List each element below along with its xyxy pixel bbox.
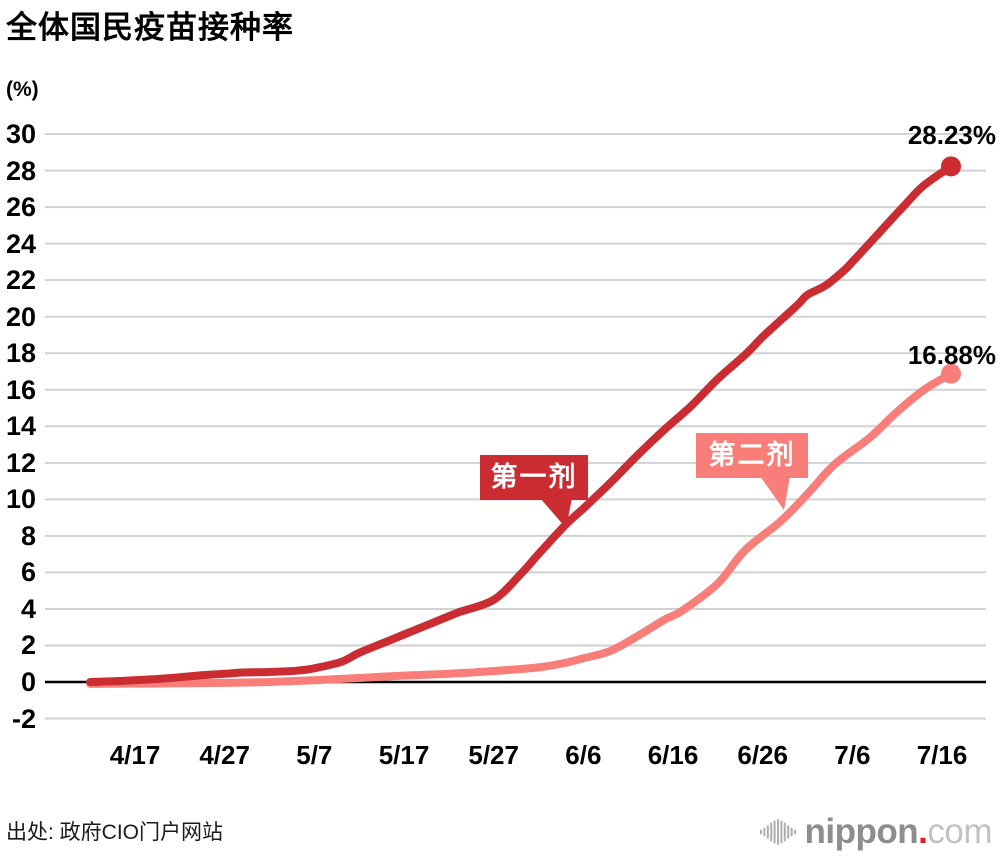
x-tick-label: 5/7 (296, 740, 333, 770)
y-tick-label: 24 (5, 228, 36, 259)
end-value-label-first-dose: 28.23% (907, 120, 996, 150)
source-credit: 出处: 政府CIO门户网站 (6, 821, 224, 844)
x-tick-label: 5/27 (468, 740, 519, 770)
y-tick-label: 14 (5, 411, 36, 442)
y-axis-unit-label: (%) (6, 78, 39, 101)
x-tick-label: 6/6 (565, 740, 602, 770)
y-tick-label: 20 (5, 301, 36, 332)
y-tick-label: 2 (20, 630, 36, 661)
logo-tld-text: com (927, 812, 992, 851)
x-tick-label: 4/27 (199, 740, 250, 770)
y-tick-label: 18 (5, 338, 36, 369)
x-tick-label: 6/16 (647, 740, 699, 770)
series-end-dot-first-dose (940, 156, 961, 177)
soundwave-icon (759, 819, 796, 845)
series-label-bubble-first-dose: 第一剂 (480, 455, 588, 500)
x-tick-label: 7/16 (916, 740, 968, 770)
y-tick-label: 30 (5, 119, 36, 150)
bubble-tail-first-dose (540, 498, 572, 528)
y-tick-label: -2 (11, 703, 36, 734)
series-label-bubble-second-dose: 第二剂 (696, 433, 808, 478)
y-tick-label: 8 (20, 520, 36, 551)
y-tick-label: 6 (20, 557, 36, 588)
y-tick-label: 0 (20, 667, 36, 697)
y-tick-label: 12 (5, 447, 36, 478)
nippon-logo: nippon.com (758, 810, 992, 854)
y-tick-label: 4 (20, 593, 36, 624)
y-tick-label: 26 (5, 192, 36, 223)
series-end-dot-second-dose (940, 363, 961, 384)
x-tick-label: 6/26 (737, 740, 788, 770)
y-tick-label: 28 (5, 155, 36, 186)
y-tick-label: 10 (5, 484, 36, 515)
series-line-second-dose (86, 369, 955, 688)
logo-dot: . (918, 812, 928, 851)
y-tick-label: 22 (5, 265, 36, 296)
series-line-first-dose (86, 162, 955, 686)
logo-name-text: nippon (804, 812, 919, 851)
bubble-tail-second-dose (760, 476, 790, 510)
x-tick-label: 5/17 (378, 740, 430, 770)
chart-title: 全体国民疫苗接种率 (6, 10, 294, 45)
x-tick-label: 4/17 (109, 740, 161, 770)
end-value-label-second-dose: 16.88% (907, 340, 996, 370)
x-tick-label: 7/6 (834, 740, 871, 770)
y-tick-label: 16 (5, 374, 36, 405)
